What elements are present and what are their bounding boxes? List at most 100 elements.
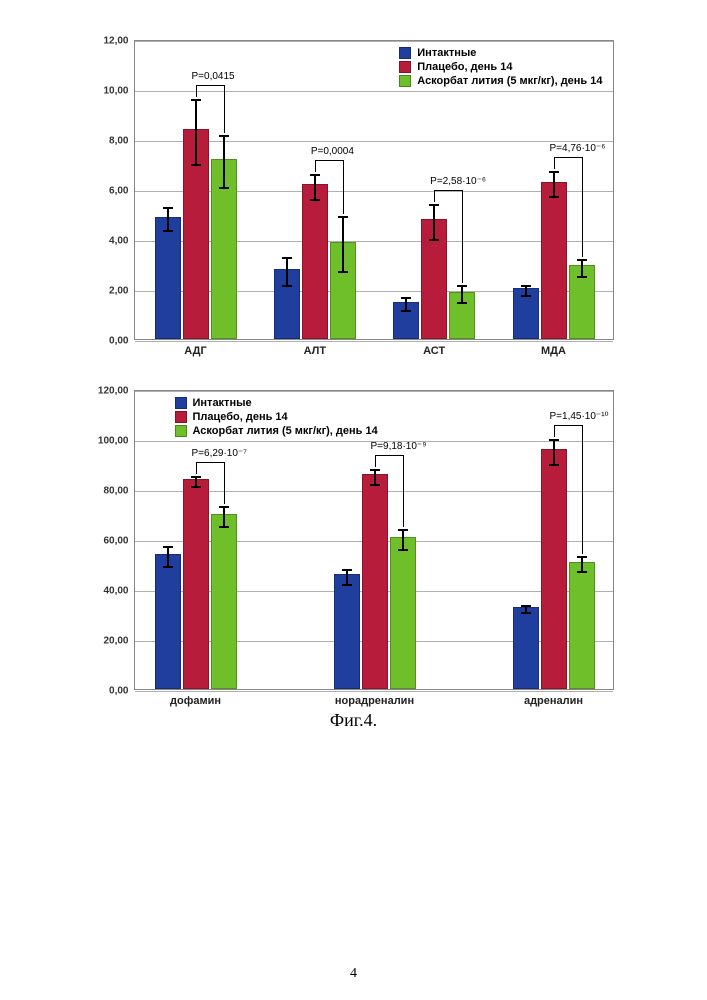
legend-swatch xyxy=(399,47,411,59)
error-cap xyxy=(521,605,531,607)
legend-label: Плацебо, день 14 xyxy=(417,61,512,73)
legend-swatch xyxy=(175,425,187,437)
error-bar xyxy=(374,469,376,484)
error-cap xyxy=(577,259,587,261)
error-cap xyxy=(338,216,348,218)
gridline xyxy=(135,41,613,42)
error-cap xyxy=(521,612,531,614)
x-label: МДА xyxy=(541,345,566,357)
error-bar xyxy=(461,285,463,303)
y-tick: 10,00 xyxy=(103,86,128,97)
p-bracket xyxy=(554,157,582,158)
error-cap xyxy=(521,285,531,287)
p-bracket xyxy=(434,190,462,191)
bar-placebo xyxy=(541,449,567,689)
p-value: P=2,58·10⁻⁶ xyxy=(430,176,486,187)
error-cap xyxy=(338,271,348,273)
legend-item: Плацебо, день 14 xyxy=(175,411,378,423)
p-bracket xyxy=(554,425,582,426)
bar-placebo xyxy=(541,182,567,340)
p-bracket xyxy=(375,455,376,467)
chart-2-area: 0,0020,0040,0060,0080,00100,00120,00дофа… xyxy=(134,390,614,690)
page: 0,002,004,006,008,0010,0012,00АДГP=0,041… xyxy=(0,0,707,1000)
error-cap xyxy=(549,439,559,441)
bar-intact xyxy=(155,217,181,340)
bar-intact xyxy=(155,554,181,689)
error-cap xyxy=(163,230,173,232)
error-cap xyxy=(163,566,173,568)
legend: Интактные Плацебо, день 14 Аскорбат лития … xyxy=(175,397,378,439)
error-bar xyxy=(402,529,404,549)
error-cap xyxy=(549,171,559,173)
gridline xyxy=(135,341,613,342)
gridline xyxy=(135,391,613,392)
bar-intact xyxy=(334,574,360,689)
bar-ascorbate xyxy=(569,562,595,690)
y-tick: 0,00 xyxy=(109,686,128,697)
error-cap xyxy=(521,295,531,297)
error-cap xyxy=(577,556,587,558)
y-tick: 6,00 xyxy=(109,186,128,197)
x-label: норадреналин xyxy=(335,695,414,707)
legend-item: Плацебо, день 14 xyxy=(399,61,602,73)
bar-placebo xyxy=(183,479,209,689)
error-cap xyxy=(219,526,229,528)
error-bar xyxy=(342,216,344,271)
error-bar xyxy=(223,506,225,526)
chart-1-wrap: 0,002,004,006,008,0010,0012,00АДГP=0,041… xyxy=(94,40,614,340)
p-bracket xyxy=(434,190,435,202)
error-bar xyxy=(195,99,197,164)
legend-item: Интактные xyxy=(399,47,602,59)
error-cap xyxy=(398,549,408,551)
figure-caption: Фиг.4. xyxy=(0,710,707,731)
error-cap xyxy=(191,476,201,478)
p-bracket xyxy=(224,462,225,504)
y-tick: 0,00 xyxy=(109,336,128,347)
y-tick: 12,00 xyxy=(103,36,128,47)
x-label: АЛТ xyxy=(304,345,327,357)
gridline xyxy=(135,91,613,92)
error-bar xyxy=(553,171,555,196)
p-value: P=0,0415 xyxy=(192,71,235,82)
error-cap xyxy=(219,187,229,189)
error-cap xyxy=(370,484,380,486)
error-cap xyxy=(457,285,467,287)
error-cap xyxy=(310,174,320,176)
error-cap xyxy=(191,164,201,166)
p-bracket xyxy=(196,85,224,86)
error-cap xyxy=(282,257,292,259)
gridline xyxy=(135,691,613,692)
chart-2-wrap: 0,0020,0040,0060,0080,00100,00120,00дофа… xyxy=(94,390,614,690)
error-cap xyxy=(577,276,587,278)
p-value: P=1,45·10⁻¹⁰ xyxy=(550,411,609,422)
error-bar xyxy=(167,546,169,566)
p-value: P=0,0004 xyxy=(311,146,354,157)
y-tick: 120,00 xyxy=(98,386,129,397)
error-cap xyxy=(191,99,201,101)
p-bracket xyxy=(315,160,316,172)
error-cap xyxy=(457,302,467,304)
error-cap xyxy=(163,207,173,209)
legend-item: Аскорбат лития (5 мкг/кг), день 14 xyxy=(399,75,602,87)
error-bar xyxy=(223,135,225,188)
p-bracket xyxy=(554,425,555,437)
error-cap xyxy=(398,529,408,531)
p-bracket xyxy=(375,455,403,456)
x-label: адреналин xyxy=(524,695,583,707)
y-tick: 2,00 xyxy=(109,286,128,297)
bar-ascorbate xyxy=(390,537,416,690)
p-bracket xyxy=(343,160,344,215)
error-cap xyxy=(549,196,559,198)
error-cap xyxy=(191,486,201,488)
error-cap xyxy=(342,584,352,586)
legend-label: Интактные xyxy=(193,397,252,409)
bar-placebo xyxy=(362,474,388,689)
error-cap xyxy=(401,297,411,299)
legend-swatch xyxy=(399,61,411,73)
error-cap xyxy=(429,204,439,206)
y-tick: 8,00 xyxy=(109,136,128,147)
p-bracket xyxy=(224,85,225,133)
x-label: дофамин xyxy=(170,695,221,707)
legend-label: Плацебо, день 14 xyxy=(193,411,288,423)
legend-item: Аскорбат лития (5 мкг/кг), день 14 xyxy=(175,425,378,437)
